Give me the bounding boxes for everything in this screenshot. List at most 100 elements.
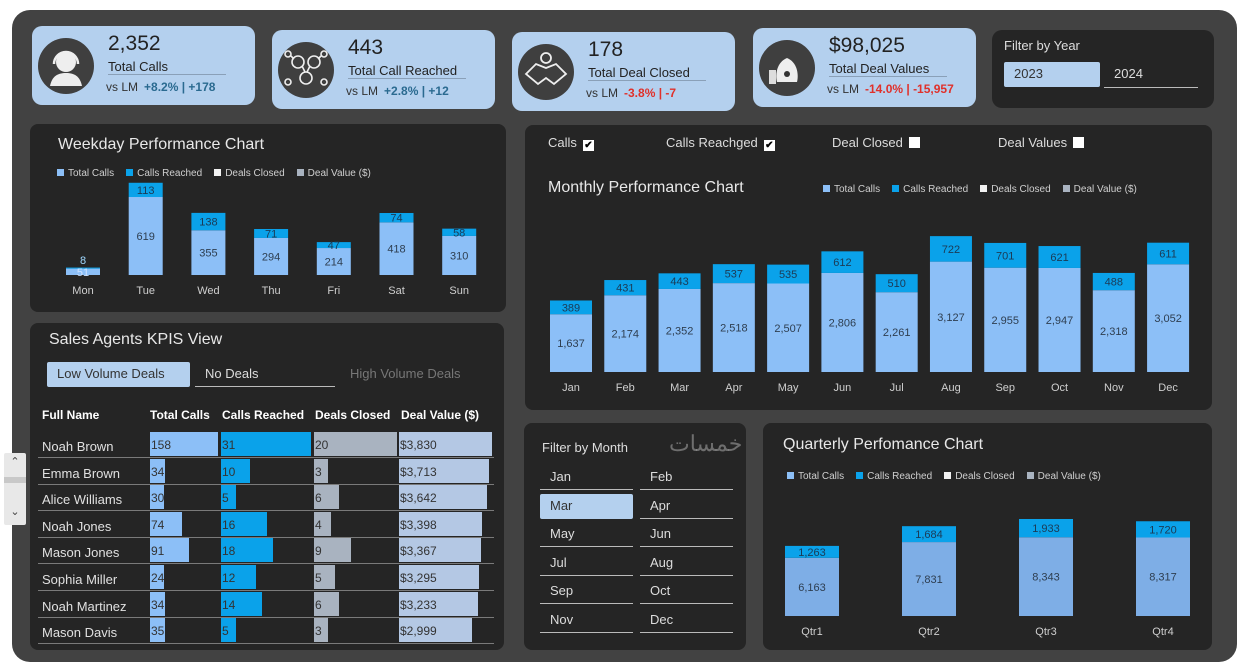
cell-value: $3,713 <box>399 458 490 483</box>
month-option-dec[interactable]: Dec <box>640 608 733 633</box>
legend-item[interactable]: Calls Reached <box>892 184 968 195</box>
scroll-up-icon[interactable]: ⌃ <box>10 456 20 468</box>
cell-value: $3,398 <box>399 511 482 536</box>
headset-agent-icon <box>38 38 94 94</box>
kpi-card-4: $98,025 Total Deal Values vs LM -14.0% | -1… <box>753 28 976 107</box>
cell-deals: 4 <box>314 511 331 536</box>
legend-swatch <box>296 169 304 176</box>
col-deals-closed[interactable]: Deals Closed <box>315 408 391 422</box>
cell-value: 14 <box>222 597 236 612</box>
year-option-2023[interactable]: 2023 <box>1004 62 1100 87</box>
cell-deals: 6 <box>314 485 339 510</box>
legend-item[interactable]: Deals Closed <box>944 471 1015 482</box>
scroll-down-icon[interactable]: ⌄ <box>10 506 20 518</box>
legend-label: Total Calls <box>834 184 881 195</box>
legend-swatch <box>980 185 988 192</box>
kpi-label: Total Calls <box>108 59 226 75</box>
toggle-calls-reachged[interactable]: Calls Reachged ✔ <box>666 135 775 151</box>
segment-no-deals[interactable]: No Deals <box>195 362 335 387</box>
legend-item[interactable]: Deal Value ($) <box>1062 184 1137 195</box>
month-option-oct[interactable]: Oct <box>640 579 733 605</box>
network-people-icon <box>278 42 334 98</box>
cell-value: 9 <box>315 544 322 559</box>
cell-value: 74 <box>151 517 165 532</box>
kpi-label: Total Call Reached <box>348 63 466 79</box>
month-option-feb[interactable]: Feb <box>640 465 733 490</box>
legend-swatch <box>823 185 830 192</box>
toggle-deal-closed[interactable]: Deal Closed <box>832 135 920 150</box>
vs-label: vs LM <box>106 80 139 94</box>
legend-item[interactable]: Total Calls <box>823 184 880 195</box>
kpi-change: +2.8% | +12 <box>384 84 449 98</box>
watermark: خمسات <box>669 431 743 456</box>
month-option-jul[interactable]: Jul <box>540 551 633 576</box>
cell-value: 158 <box>151 438 172 452</box>
col-full-name[interactable]: Full Name <box>42 408 100 422</box>
cell-reached: 10 <box>221 458 251 483</box>
year-filter-title: Filter by Year <box>1004 38 1080 53</box>
cell-reached: 16 <box>221 511 268 536</box>
toggle-deal-values[interactable]: Deal Values <box>998 135 1085 150</box>
legend-item[interactable]: Total Calls <box>787 471 844 482</box>
cell-reached: 14 <box>221 591 262 616</box>
cell-value: 3 <box>315 464 322 479</box>
legend-swatch <box>1062 185 1070 192</box>
legend-item[interactable]: Deal Value ($) <box>1026 471 1101 482</box>
month-option-apr[interactable]: Apr <box>640 494 733 519</box>
kpi-label: Total Deal Closed <box>588 65 706 81</box>
col-deal-value[interactable]: Deal Value ($) <box>401 408 480 422</box>
toggle-label: Calls Reachged <box>666 135 758 150</box>
checkbox[interactable] <box>908 137 920 148</box>
month-option-nov[interactable]: Nov <box>540 608 633 633</box>
year-option-2024[interactable]: 2024 <box>1104 62 1198 88</box>
legend-label: Deal Value ($) <box>307 168 371 179</box>
cell-value: 91 <box>151 544 165 559</box>
row-divider <box>38 483 494 485</box>
checkbox[interactable]: ✔ <box>763 140 775 151</box>
monthly-legend: Total Calls Calls Reached Deals Closed Deal… <box>823 184 1137 195</box>
toggle-calls[interactable]: Calls ✔ <box>548 135 594 151</box>
cell-value: $2,999 <box>399 618 472 643</box>
quarterly-legend: Total Calls Calls Reached Deals Closed Deal… <box>787 471 1101 482</box>
year-filter-panel: Filter by Year 2023 2024 <box>992 30 1214 108</box>
checkbox[interactable]: ✔ <box>582 140 594 151</box>
handshake-icon <box>518 44 574 100</box>
col-calls-reached[interactable]: Calls Reached <box>222 408 305 422</box>
cell-value: 12 <box>222 571 236 585</box>
cell-value: 30 <box>151 491 165 506</box>
legend-item[interactable]: Total Calls <box>57 168 114 179</box>
legend-item[interactable]: Calls Reached <box>126 168 202 179</box>
month-option-jun[interactable]: Jun <box>640 522 733 548</box>
cell-value: 20 <box>315 438 329 452</box>
checkbox[interactable] <box>1073 137 1085 148</box>
month-option-mar[interactable]: Mar <box>540 493 633 519</box>
segment-high-volume-deals[interactable]: High Volume Deals <box>350 366 461 381</box>
legend-item[interactable]: Calls Reached <box>856 471 932 482</box>
month-option-may[interactable]: May <box>540 522 633 548</box>
vs-label: vs LM <box>346 84 379 98</box>
cell-calls: 30 <box>150 485 165 510</box>
cell-reached: 31 <box>221 432 311 456</box>
scroll-thumb[interactable] <box>4 477 26 483</box>
month-option-aug[interactable]: Aug <box>640 551 733 576</box>
kpi-comparison: vs LM -3.8% | -7 <box>586 86 676 100</box>
legend-label: Deals Closed <box>955 471 1015 482</box>
legend-item[interactable]: Deals Closed <box>214 168 285 179</box>
cell-value: $3,233 <box>399 591 478 616</box>
agent-name: Mason Jones <box>42 545 120 561</box>
cell-deals: 9 <box>314 538 352 563</box>
segment-low-volume-deals[interactable]: Low Volume Deals <box>47 362 190 387</box>
table-scrollbar[interactable]: ⌃ ⌄ <box>4 453 26 525</box>
legend-item[interactable]: Deals Closed <box>980 184 1051 195</box>
legend-label: Deal Value ($) <box>1037 471 1101 482</box>
cell-calls: 91 <box>150 538 190 563</box>
month-option-sep[interactable]: Sep <box>540 579 633 605</box>
col-total-calls[interactable]: Total Calls <box>150 408 210 422</box>
month-option-jan[interactable]: Jan <box>540 465 633 490</box>
legend-item[interactable]: Deal Value ($) <box>296 168 371 179</box>
cell-value: 3 <box>315 624 322 639</box>
row-divider <box>38 643 494 645</box>
legend-label: Calls Reached <box>903 184 969 195</box>
kpi-change: +8.2% | +178 <box>144 80 216 94</box>
cell-value: 6 <box>315 491 322 506</box>
